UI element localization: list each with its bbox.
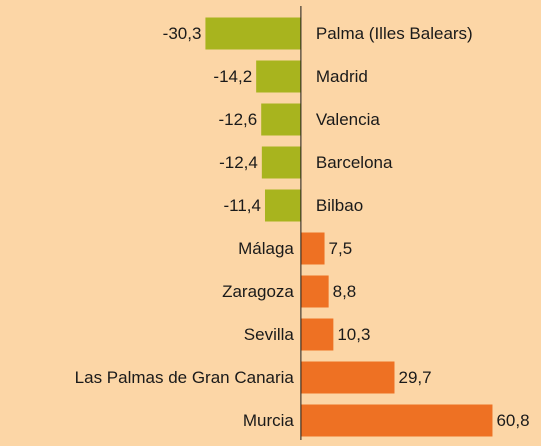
category-label: Bilbao <box>316 196 363 215</box>
bar <box>300 361 395 394</box>
category-label: Sevilla <box>244 325 295 344</box>
value-label: 60,8 <box>496 411 529 430</box>
category-label: Barcelona <box>316 153 393 172</box>
bar <box>300 318 334 351</box>
bar <box>300 275 329 308</box>
value-label: -11,4 <box>223 196 261 215</box>
value-label: 10,3 <box>337 325 370 344</box>
value-label: -30,3 <box>163 24 202 43</box>
bar <box>264 189 301 222</box>
category-label: Valencia <box>316 110 380 129</box>
category-label: Palma (Illes Balears) <box>316 24 473 43</box>
bar <box>256 60 301 93</box>
bar <box>261 103 301 136</box>
value-label: -12,6 <box>218 110 257 129</box>
value-label: 29,7 <box>398 368 431 387</box>
value-label: 7,5 <box>329 239 353 258</box>
value-label: -12,4 <box>219 153 258 172</box>
category-label: Zaragoza <box>222 282 294 301</box>
value-label: -14,2 <box>213 67 252 86</box>
bar <box>205 17 301 50</box>
bar <box>300 404 493 437</box>
bar <box>261 146 301 179</box>
category-label: Madrid <box>316 67 368 86</box>
value-label: 8,8 <box>333 282 357 301</box>
bar <box>300 232 325 265</box>
category-label: Murcia <box>243 411 295 430</box>
category-label: Málaga <box>238 239 294 258</box>
category-label: Las Palmas de Gran Canaria <box>75 368 295 387</box>
